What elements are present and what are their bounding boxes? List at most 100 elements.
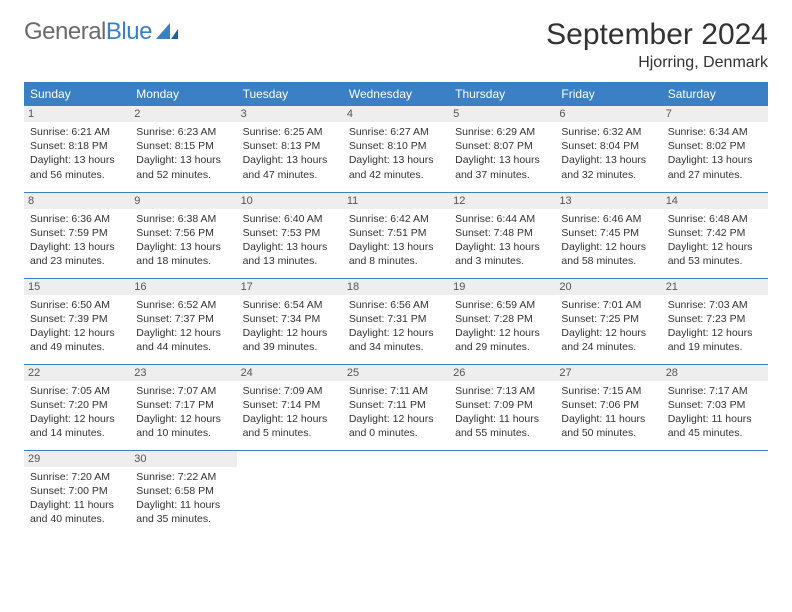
sunset-text: Sunset: 7:20 PM (30, 398, 124, 412)
sunrise-text: Sunrise: 7:03 AM (668, 298, 762, 312)
day-number: 20 (555, 279, 661, 295)
daylight-text-2: and 5 minutes. (243, 426, 337, 440)
calendar-cell: 8Sunrise: 6:36 AMSunset: 7:59 PMDaylight… (24, 192, 130, 278)
day-number: 19 (449, 279, 555, 295)
daylight-text-1: Daylight: 12 hours (136, 326, 230, 340)
sunrise-text: Sunrise: 6:48 AM (668, 212, 762, 226)
calendar-cell: 4Sunrise: 6:27 AMSunset: 8:10 PMDaylight… (343, 106, 449, 192)
sunrise-text: Sunrise: 6:52 AM (136, 298, 230, 312)
header: GeneralBlue September 2024 Hjorring, Den… (24, 18, 768, 72)
calendar-cell: 27Sunrise: 7:15 AMSunset: 7:06 PMDayligh… (555, 364, 661, 450)
calendar-table: SundayMondayTuesdayWednesdayThursdayFrid… (24, 82, 768, 536)
day-number: 16 (130, 279, 236, 295)
daylight-text-2: and 37 minutes. (455, 168, 549, 182)
logo-text-general: General (24, 18, 106, 46)
sunrise-text: Sunrise: 6:40 AM (243, 212, 337, 226)
daylight-text-1: Daylight: 12 hours (668, 240, 762, 254)
sunrise-text: Sunrise: 7:13 AM (455, 384, 549, 398)
daylight-text-2: and 0 minutes. (349, 426, 443, 440)
daylight-text-2: and 8 minutes. (349, 254, 443, 268)
day-header: Friday (555, 82, 661, 106)
sunset-text: Sunset: 7:39 PM (30, 312, 124, 326)
month-title: September 2024 (546, 18, 768, 52)
daylight-text-2: and 10 minutes. (136, 426, 230, 440)
sunrise-text: Sunrise: 6:46 AM (561, 212, 655, 226)
day-header: Thursday (449, 82, 555, 106)
sunrise-text: Sunrise: 6:29 AM (455, 125, 549, 139)
calendar-cell (449, 450, 555, 536)
calendar-cell: 30Sunrise: 7:22 AMSunset: 6:58 PMDayligh… (130, 450, 236, 536)
daylight-text-2: and 49 minutes. (30, 340, 124, 354)
daylight-text-1: Daylight: 12 hours (30, 326, 124, 340)
daylight-text-2: and 29 minutes. (455, 340, 549, 354)
calendar-cell (555, 450, 661, 536)
day-number: 1 (24, 106, 130, 122)
sunrise-text: Sunrise: 6:34 AM (668, 125, 762, 139)
day-header: Saturday (662, 82, 768, 106)
day-number: 12 (449, 193, 555, 209)
calendar-cell (662, 450, 768, 536)
day-details: Sunrise: 7:07 AMSunset: 7:17 PMDaylight:… (136, 384, 230, 441)
daylight-text-1: Daylight: 13 hours (243, 153, 337, 167)
day-details: Sunrise: 6:36 AMSunset: 7:59 PMDaylight:… (30, 212, 124, 269)
sunrise-text: Sunrise: 6:50 AM (30, 298, 124, 312)
calendar-cell: 2Sunrise: 6:23 AMSunset: 8:15 PMDaylight… (130, 106, 236, 192)
daylight-text-2: and 47 minutes. (243, 168, 337, 182)
day-number: 14 (662, 193, 768, 209)
sunset-text: Sunset: 7:09 PM (455, 398, 549, 412)
calendar-cell: 23Sunrise: 7:07 AMSunset: 7:17 PMDayligh… (130, 364, 236, 450)
sunrise-text: Sunrise: 6:25 AM (243, 125, 337, 139)
day-details: Sunrise: 6:48 AMSunset: 7:42 PMDaylight:… (668, 212, 762, 269)
day-header: Wednesday (343, 82, 449, 106)
daylight-text-1: Daylight: 12 hours (349, 412, 443, 426)
day-details: Sunrise: 6:32 AMSunset: 8:04 PMDaylight:… (561, 125, 655, 182)
daylight-text-2: and 24 minutes. (561, 340, 655, 354)
sunrise-text: Sunrise: 6:23 AM (136, 125, 230, 139)
daylight-text-1: Daylight: 12 hours (561, 240, 655, 254)
day-number: 13 (555, 193, 661, 209)
sunset-text: Sunset: 8:04 PM (561, 139, 655, 153)
daylight-text-1: Daylight: 13 hours (243, 240, 337, 254)
daylight-text-2: and 27 minutes. (668, 168, 762, 182)
day-header: Sunday (24, 82, 130, 106)
sunrise-text: Sunrise: 7:07 AM (136, 384, 230, 398)
logo: GeneralBlue (24, 18, 178, 46)
day-details: Sunrise: 7:09 AMSunset: 7:14 PMDaylight:… (243, 384, 337, 441)
daylight-text-1: Daylight: 12 hours (243, 326, 337, 340)
day-details: Sunrise: 6:54 AMSunset: 7:34 PMDaylight:… (243, 298, 337, 355)
sunset-text: Sunset: 7:25 PM (561, 312, 655, 326)
sunrise-text: Sunrise: 7:05 AM (30, 384, 124, 398)
day-details: Sunrise: 6:44 AMSunset: 7:48 PMDaylight:… (455, 212, 549, 269)
calendar-cell: 1Sunrise: 6:21 AMSunset: 8:18 PMDaylight… (24, 106, 130, 192)
day-details: Sunrise: 6:34 AMSunset: 8:02 PMDaylight:… (668, 125, 762, 182)
calendar-cell: 21Sunrise: 7:03 AMSunset: 7:23 PMDayligh… (662, 278, 768, 364)
sunset-text: Sunset: 8:07 PM (455, 139, 549, 153)
daylight-text-1: Daylight: 13 hours (455, 240, 549, 254)
sunrise-text: Sunrise: 6:54 AM (243, 298, 337, 312)
day-number: 9 (130, 193, 236, 209)
calendar-cell: 17Sunrise: 6:54 AMSunset: 7:34 PMDayligh… (237, 278, 343, 364)
calendar-cell: 6Sunrise: 6:32 AMSunset: 8:04 PMDaylight… (555, 106, 661, 192)
sunrise-text: Sunrise: 7:11 AM (349, 384, 443, 398)
sunrise-text: Sunrise: 6:56 AM (349, 298, 443, 312)
calendar-cell: 5Sunrise: 6:29 AMSunset: 8:07 PMDaylight… (449, 106, 555, 192)
day-details: Sunrise: 7:05 AMSunset: 7:20 PMDaylight:… (30, 384, 124, 441)
day-details: Sunrise: 7:11 AMSunset: 7:11 PMDaylight:… (349, 384, 443, 441)
daylight-text-1: Daylight: 12 hours (243, 412, 337, 426)
location: Hjorring, Denmark (546, 54, 768, 72)
day-number: 11 (343, 193, 449, 209)
day-details: Sunrise: 6:27 AMSunset: 8:10 PMDaylight:… (349, 125, 443, 182)
sunrise-text: Sunrise: 7:17 AM (668, 384, 762, 398)
calendar-cell: 15Sunrise: 6:50 AMSunset: 7:39 PMDayligh… (24, 278, 130, 364)
day-number: 30 (130, 451, 236, 467)
daylight-text-1: Daylight: 13 hours (136, 153, 230, 167)
sunset-text: Sunset: 7:00 PM (30, 484, 124, 498)
day-number: 26 (449, 365, 555, 381)
title-block: September 2024 Hjorring, Denmark (546, 18, 768, 72)
day-number: 5 (449, 106, 555, 122)
day-details: Sunrise: 6:50 AMSunset: 7:39 PMDaylight:… (30, 298, 124, 355)
daylight-text-1: Daylight: 11 hours (561, 412, 655, 426)
day-number: 21 (662, 279, 768, 295)
sunset-text: Sunset: 7:59 PM (30, 226, 124, 240)
calendar-cell: 14 Sunrise: 6:48 AMSunset: 7:42 PMDayligh… (662, 192, 768, 278)
